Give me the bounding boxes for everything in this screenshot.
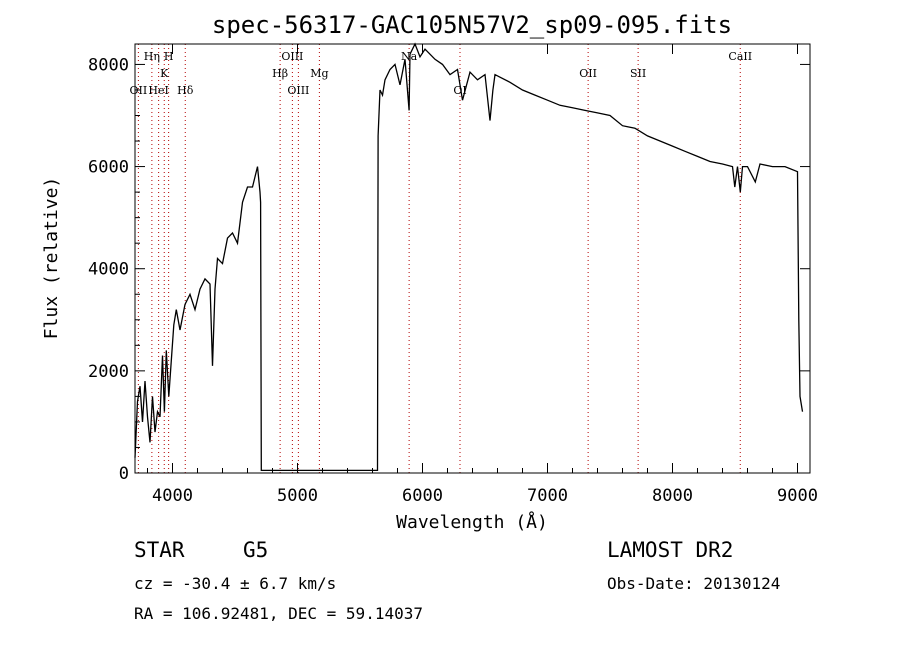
obs-date: Obs-Date: 20130124 (607, 574, 781, 593)
spectral-line-label: HeI (148, 84, 168, 97)
spectral-line-label: OI (453, 84, 466, 97)
spectral-line-label: Hδ (177, 84, 194, 97)
spectral-line-label: H (164, 50, 174, 63)
y-tick-label: 6000 (88, 158, 129, 178)
spectral-line-label: Mg (310, 67, 328, 80)
object-class: STAR (134, 538, 185, 562)
x-tick-label: 6000 (402, 486, 443, 506)
spectral-line-label: Hβ (272, 67, 288, 80)
y-tick-label: 4000 (88, 260, 129, 280)
spectral-line-label: K (160, 67, 169, 80)
y-axis-label: Flux (relative) (41, 177, 62, 340)
spectral-line-label: SII (630, 67, 646, 80)
x-tick-label: 5000 (277, 486, 318, 506)
x-tick-label: 9000 (777, 486, 818, 506)
spectral-line-label: Hη (144, 50, 160, 63)
y-tick-label: 8000 (88, 55, 129, 75)
chart-title: spec-56317-GAC105N57V2_sp09-095.fits (212, 11, 732, 39)
spectral-line-label: CaII (728, 50, 752, 63)
x-tick-label: 4000 (152, 486, 193, 506)
spectral-line-label: OII (579, 67, 597, 80)
x-axis-ticks: 4000 5000 6000 7000 8000 9000 (147, 44, 818, 506)
y-tick-label: 2000 (88, 362, 129, 382)
spectral-line-label: OIII (287, 84, 309, 97)
x-tick-label: 8000 (652, 486, 693, 506)
y-axis-ticks: 0 2000 4000 6000 8000 (88, 55, 810, 484)
plot-frame (134, 43, 811, 474)
survey-name: LAMOST DR2 (607, 538, 734, 562)
spectral-line-label: OII (130, 84, 148, 97)
spectral-line-markers (137, 44, 741, 473)
y-tick-label: 0 (119, 464, 129, 484)
cz-value: cz = -30.4 ± 6.7 km/s (134, 574, 337, 593)
x-tick-label: 7000 (527, 486, 568, 506)
spectral-line-label: OIII (281, 50, 303, 63)
coordinates: RA = 106.92481, DEC = 59.14037 (134, 604, 423, 623)
object-subclass: G5 (243, 538, 269, 562)
x-axis-label: Wavelength (Å) (396, 511, 548, 533)
spectrum-line (134, 42, 804, 472)
